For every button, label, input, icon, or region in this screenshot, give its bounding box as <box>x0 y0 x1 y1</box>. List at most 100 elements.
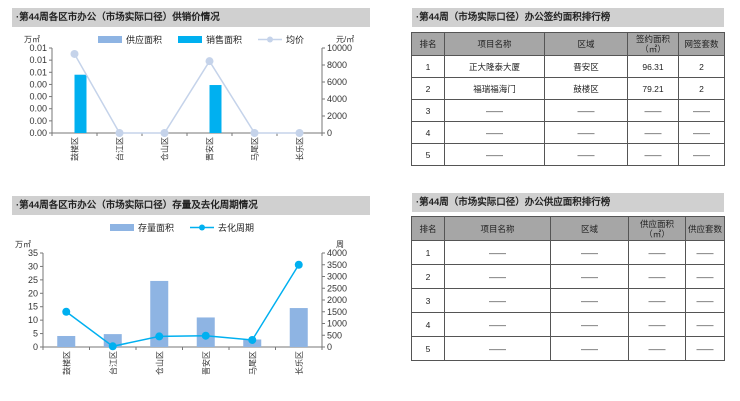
right-tick-label: 0 <box>327 342 332 352</box>
x-tick-label: 晋安区 <box>201 351 211 375</box>
legend-label-1: 去化周期 <box>218 222 254 233</box>
point-去化周期 <box>201 331 210 340</box>
right-tick-label: 500 <box>327 330 342 340</box>
right-tick-label: 10000 <box>327 43 352 53</box>
sign-cell: 79.21 <box>627 77 679 100</box>
legend-swatch-0 <box>110 224 134 231</box>
x-tick-label: 台江区 <box>115 137 125 161</box>
right-tick-label: 3500 <box>327 260 347 270</box>
supply-col-header: 排名 <box>411 216 445 241</box>
table-row: 5 —— —— —— —— <box>411 336 725 361</box>
point-去化周期 <box>248 335 257 344</box>
x-tick-label: 鼓楼区 <box>61 351 71 375</box>
point-均价 <box>70 49 79 58</box>
point-均价 <box>250 129 259 137</box>
x-tick-label: 马尾区 <box>248 351 257 375</box>
supply-cell: —— <box>444 240 551 265</box>
left-tick-label: 0.01 <box>29 43 47 53</box>
sign-col-header: 网签套数 <box>678 32 725 56</box>
supply-rank-panel-title: ·第44周（市场实际口径）办公供应面积排行榜 <box>412 193 724 212</box>
table-row: 1 正大隆泰大厦 晋安区 96.31 2 <box>411 55 725 78</box>
point-均价 <box>115 129 124 137</box>
sign-cell: —— <box>544 143 628 166</box>
right-tick-label: 1000 <box>327 319 347 329</box>
supply-cell: —— <box>444 336 551 361</box>
point-均价 <box>160 129 169 137</box>
table-row: 5 —— —— —— —— <box>411 143 725 166</box>
x-tick-label: 马尾区 <box>251 137 260 161</box>
supply-cell: —— <box>628 240 686 265</box>
supply-cell: —— <box>685 240 725 265</box>
table-row: 2 福瑞福海门 鼓楼区 79.21 2 <box>411 77 725 100</box>
supply-cell: —— <box>550 264 629 289</box>
left-tick-label: 0.01 <box>29 55 47 65</box>
right-tick-label: 1500 <box>327 307 347 317</box>
supply-sales-panel-title: ·第44周各区市办公（市场实际口径）供销价情况 <box>12 8 370 27</box>
supply-sales-price-chart: 万㎡ 元/㎡ 供应面积 销售面积 均价 0.00 0.00 0.00 0.00 0.00 0.01 0… <box>24 34 354 161</box>
legend-label-0: 存量面积 <box>138 222 174 233</box>
sign-cell: 96.31 <box>627 55 679 78</box>
supply-cell: —— <box>685 336 725 361</box>
supply-col-header: 供应套数 <box>685 216 725 241</box>
x-tick-label: 仓山区 <box>154 351 164 375</box>
sign-cell: —— <box>678 143 725 166</box>
left-tick-label: 0.00 <box>29 79 47 89</box>
sign-cell: —— <box>627 121 679 144</box>
left-tick-label: 20 <box>28 288 38 298</box>
supply-cell: —— <box>628 336 686 361</box>
right-tick-label: 0 <box>327 128 332 138</box>
x-tick-label: 长乐区 <box>295 137 305 161</box>
left-tick-label: 0 <box>33 342 38 352</box>
sign-cell: 2 <box>411 77 445 100</box>
sign-cell: —— <box>444 121 545 144</box>
sign-cell: 晋安区 <box>544 55 628 78</box>
point-去化周期 <box>108 342 117 351</box>
left-tick-label: 15 <box>28 302 38 312</box>
bar-存量面积 <box>289 308 308 347</box>
sign-cell: 4 <box>411 121 445 144</box>
right-tick-label: 4000 <box>327 248 347 258</box>
x-tick-label: 台江区 <box>108 351 118 375</box>
legend-swatch-0 <box>98 36 122 43</box>
left-axis-unit: 万㎡ <box>15 240 31 249</box>
left-tick-label: 35 <box>28 248 38 258</box>
line-去化周期 <box>65 264 300 348</box>
point-均价 <box>205 57 214 66</box>
x-tick-label: 仓山区 <box>160 137 170 161</box>
supply-cell: —— <box>550 336 629 361</box>
point-去化周期 <box>155 332 164 341</box>
sign-rank-panel-title: ·第44周（市场实际口径）办公签约面积排行榜 <box>412 8 724 27</box>
legend-swatch-1 <box>178 36 202 43</box>
bar-销售面积 <box>74 74 87 133</box>
supply-cell: 4 <box>411 312 445 337</box>
x-tick-label: 鼓楼区 <box>70 137 80 161</box>
supply-cell: —— <box>685 264 725 289</box>
supply-cell: —— <box>550 312 629 337</box>
right-tick-label: 2000 <box>327 111 347 121</box>
right-axis-unit: 周 <box>336 240 344 249</box>
right-tick-label: 2500 <box>327 283 347 293</box>
sign-cell: 福瑞福海门 <box>444 77 545 100</box>
point-去化周期 <box>62 307 71 316</box>
left-tick-label: 0.00 <box>29 128 47 138</box>
left-tick-label: 25 <box>28 275 38 285</box>
left-tick-label: 0.01 <box>29 67 47 77</box>
supply-cell: 5 <box>411 336 445 361</box>
sign-area-rank-table: 排名 项目名称 区域 签约面积 （㎡） 网签套数 1 正大隆泰大厦 晋安区 96.31 2 2 福瑞福海… <box>411 32 725 166</box>
sign-cell: —— <box>544 121 628 144</box>
supply-cell: —— <box>685 288 725 313</box>
supply-header-row: 排名 项目名称 区域 供应面积 （㎡） 供应套数 <box>411 216 725 241</box>
supply-cell: 3 <box>411 288 445 313</box>
bar-存量面积 <box>150 280 169 347</box>
right-tick-label: 6000 <box>327 77 347 87</box>
stock-panel-title: ·第44周各区市办公（市场实际口径）存量及去化周期情况 <box>12 196 370 215</box>
table-row: 4 —— —— —— —— <box>411 121 725 144</box>
legend-marker-1 <box>199 224 205 231</box>
supply-col-header: 供应面积 （㎡） <box>628 216 686 241</box>
right-tick-label: 2000 <box>327 295 347 305</box>
left-tick-label: 10 <box>28 315 38 325</box>
supply-area-rank-table: 排名 项目名称 区域 供应面积 （㎡） 供应套数 1 —— —— —— —— 2 —— —— —— —— 3 ——… <box>411 216 725 361</box>
supply-cell: 1 <box>411 240 445 265</box>
left-tick-label: 30 <box>28 261 38 271</box>
